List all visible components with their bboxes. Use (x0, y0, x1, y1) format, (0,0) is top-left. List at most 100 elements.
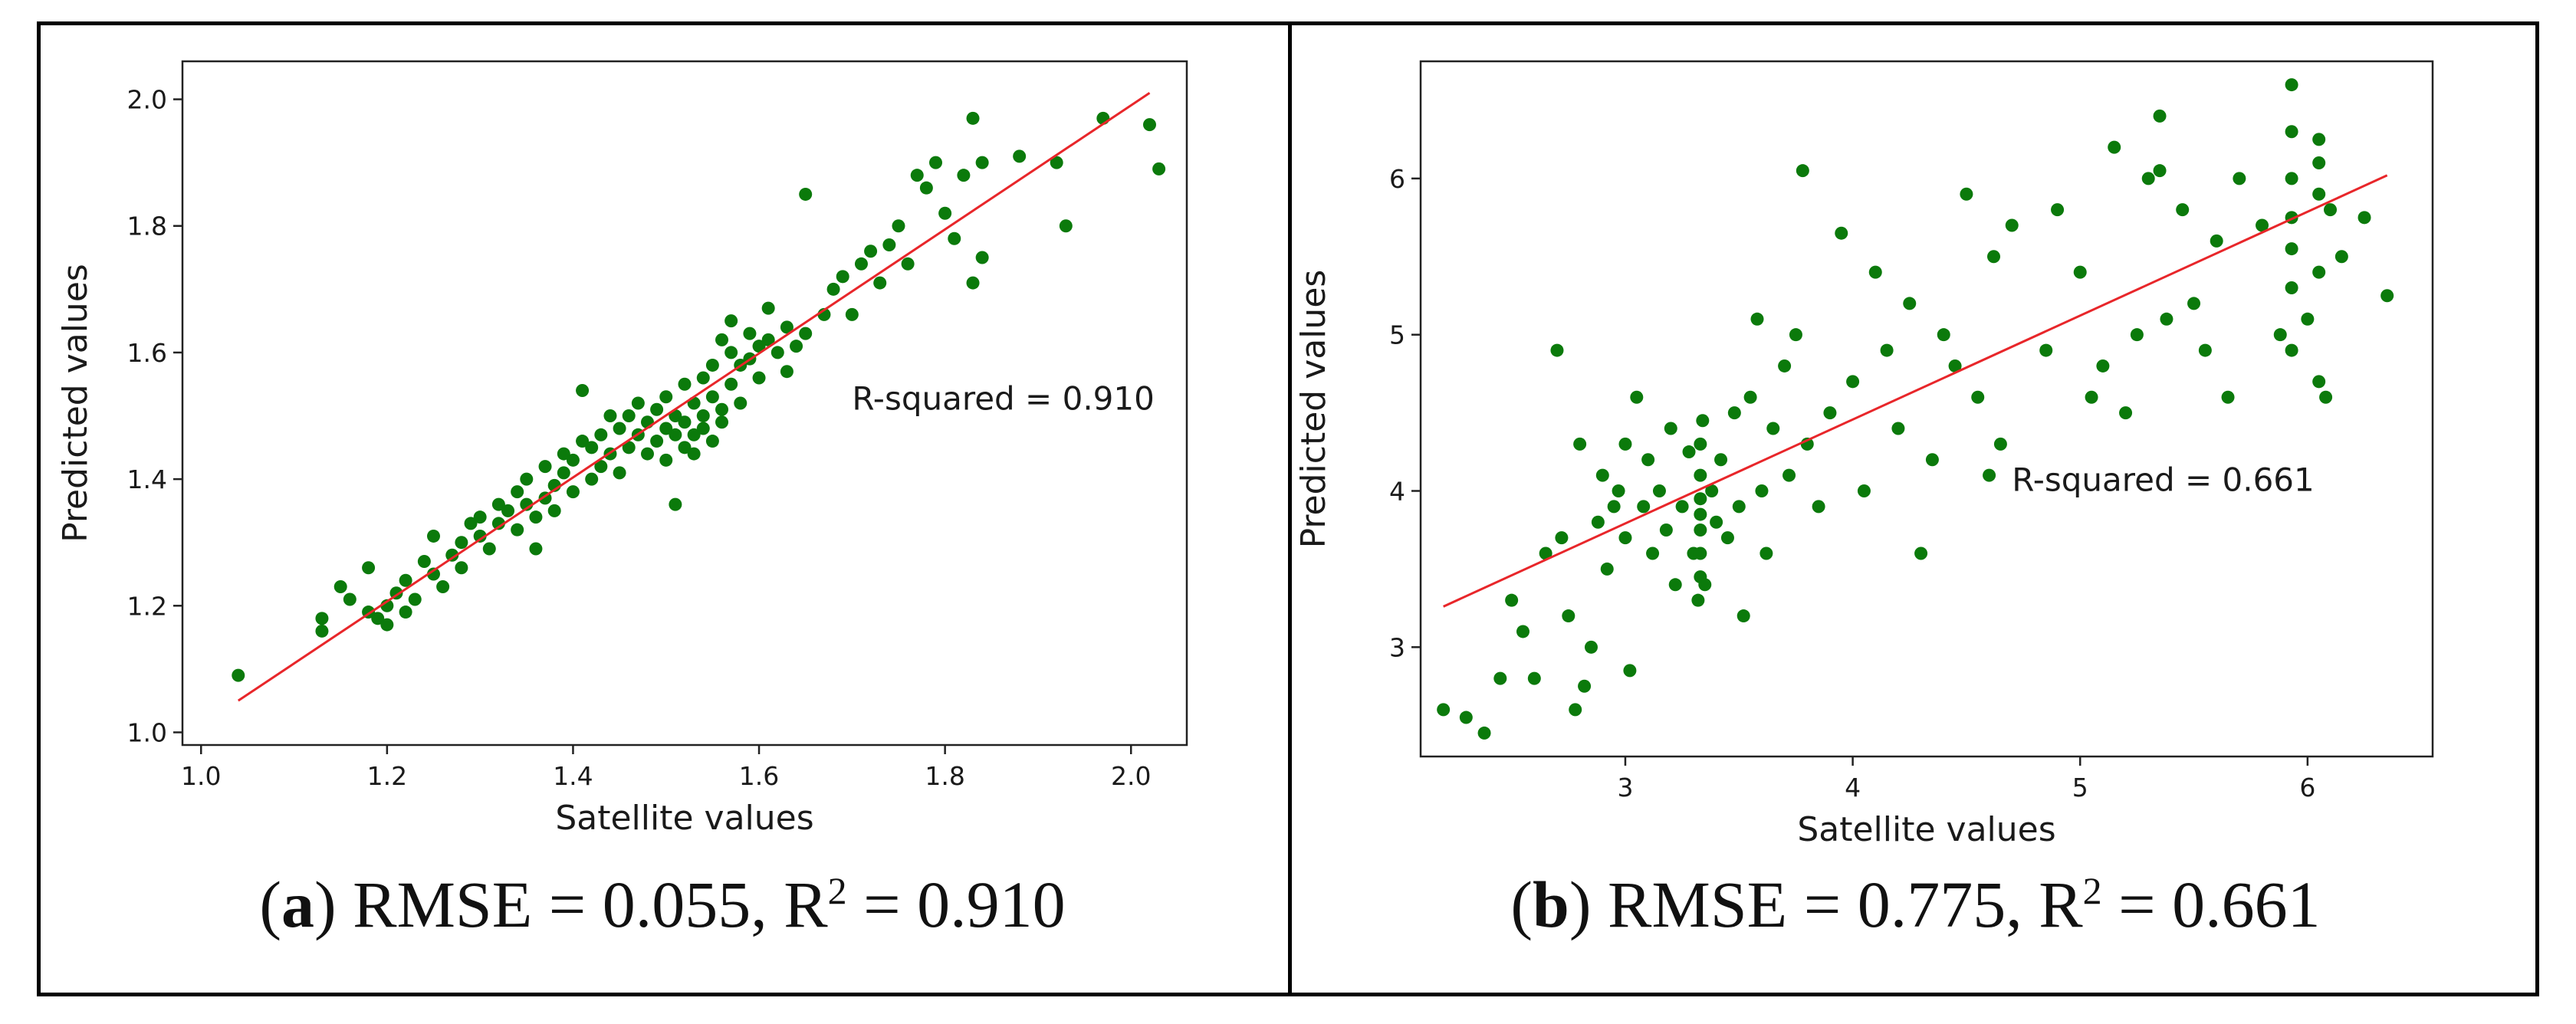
chart-a-data-point (482, 542, 496, 556)
chart-a-data-point (678, 415, 692, 429)
chart-a-data-point (687, 428, 701, 441)
chart-a-data-point (501, 504, 515, 517)
chart-a-data-point (705, 435, 719, 448)
chart-b-data-point (2285, 281, 2298, 295)
chart-b-data-point (1516, 625, 1530, 638)
chart-b-data-point (2153, 164, 2167, 178)
chart-a-xtick-label: 1.8 (925, 761, 964, 791)
chart-a-data-point (761, 301, 775, 315)
chart-b-data-point (1755, 484, 1769, 498)
chart-a-data-point (790, 340, 803, 353)
chart-b-data-point (2312, 156, 2326, 169)
chart-b-data-point (1618, 437, 1632, 451)
chart-a-data-point (678, 377, 692, 391)
chart-b-data-point (2210, 234, 2223, 248)
chart-b-data-point (1659, 523, 1673, 537)
chart-a-data-point (491, 517, 505, 530)
chart-a-data-point (557, 447, 570, 461)
chart-a-xlabel: Satellite values (555, 799, 813, 838)
chart-a-data-point (696, 371, 710, 385)
chart-a-data-point (957, 169, 971, 182)
chart-a-data-point (659, 422, 673, 435)
chart-a-data-point (622, 441, 636, 455)
chart-a-data-point (743, 327, 757, 340)
chart-a-data-point (491, 497, 505, 511)
chart-a-data-point (436, 580, 450, 594)
chart-b-data-point (1555, 531, 1569, 545)
chart-a-data-point (520, 497, 534, 511)
chart-b-data-point (1766, 422, 1780, 435)
chart-b-data-point (1698, 578, 1712, 592)
chart-a-data-point (696, 422, 710, 435)
chart-a-data-point (836, 270, 849, 284)
chart-b-data-point (1937, 328, 1950, 342)
chart-a-data-point (399, 573, 412, 587)
chart-a-xtick-label: 1.4 (553, 761, 593, 791)
chart-b-xtick-label: 3 (1617, 773, 1633, 802)
chart-a-data-point (724, 377, 738, 391)
chart-a-data-point (975, 156, 989, 169)
chart-a-data-point (938, 206, 952, 220)
chart-a-data-point (576, 383, 590, 397)
chart-b-data-point (1987, 250, 2001, 264)
scatter-plot-b: 3 4 5 6 3 4 5 6 Satellite values Predicted values… (1294, 60, 2434, 849)
chart-b-data-point (2141, 172, 2155, 185)
chart-a-data-point (826, 282, 840, 296)
chart-b-data-point (2085, 390, 2098, 404)
chart-b-data-point (1664, 422, 1677, 435)
chart-b-ytick-label: 3 (1389, 632, 1405, 662)
chart-a-data-point (724, 314, 738, 328)
caption-a-letter: a (281, 868, 314, 941)
chart-b-data-point (1960, 187, 1973, 201)
chart-a-data-point (780, 320, 794, 334)
chart-b-data-point (2285, 172, 2298, 185)
chart-b-annotation: R-squared = 0.661 (2012, 461, 2315, 499)
chart-b-data-point (2119, 406, 2133, 420)
chart-a-data-point (1050, 156, 1063, 169)
chart-a-xtick-label: 1.6 (739, 761, 779, 791)
chart-a-data-point (622, 409, 636, 423)
chart-b-data-point (2187, 297, 2201, 310)
chart-b-data-point (2285, 125, 2298, 139)
chart-a-data-point (566, 453, 580, 467)
chart-b-data-point (1637, 500, 1651, 514)
chart-b-data-point (1630, 390, 1644, 404)
chart-a-data-point (445, 548, 459, 562)
chart-b-data-point (2319, 390, 2333, 404)
chart-a-data-point (650, 402, 664, 416)
chart-b-data-point (1691, 593, 1705, 607)
chart-b-data-point (1573, 437, 1587, 451)
chart-b-data-point (1694, 468, 1707, 482)
chart-a-data-point (659, 390, 673, 404)
chart-b-data-point (1539, 546, 1552, 560)
chart-b-data-point (1694, 523, 1707, 537)
chart-b-ytick-label: 6 (1389, 164, 1405, 194)
chart-b-data-point (1760, 546, 1773, 560)
chart-b-data-point (1694, 437, 1707, 451)
chart-a-ytick-label: 1.4 (127, 464, 167, 494)
chart-a-data-point (613, 466, 626, 480)
chart-b-data-point (1750, 312, 1764, 326)
chart-b-data-point (2285, 343, 2298, 357)
chart-b-data-point (1527, 671, 1541, 685)
chart-a-data-point (901, 257, 915, 271)
chart-b-data-point (2301, 312, 2315, 326)
chart-a-data-point (669, 497, 682, 511)
chart-a-data-point (659, 453, 673, 467)
chart-b-data-point (2312, 133, 2326, 146)
chart-b-data-point (2198, 343, 2212, 357)
chart-a-data-point (594, 428, 608, 441)
chart-a-data-point (529, 510, 543, 524)
chart-a-data-point (594, 460, 608, 474)
chart-a-data-point (1142, 118, 1156, 132)
chart-a-data-point (334, 580, 347, 594)
chart-a-data-point (566, 485, 580, 499)
chart-a-data-point (780, 365, 794, 379)
chart-a-data-point (752, 371, 766, 385)
chart-b-data-point (1493, 671, 1507, 685)
chart-a-data-point (705, 390, 719, 404)
chart-b-data-point (1880, 343, 1894, 357)
chart-a-data-point (910, 169, 924, 182)
caption-a-metrics: RMSE = 0.055, R (353, 868, 828, 941)
chart-b-data-point (2039, 343, 2053, 357)
